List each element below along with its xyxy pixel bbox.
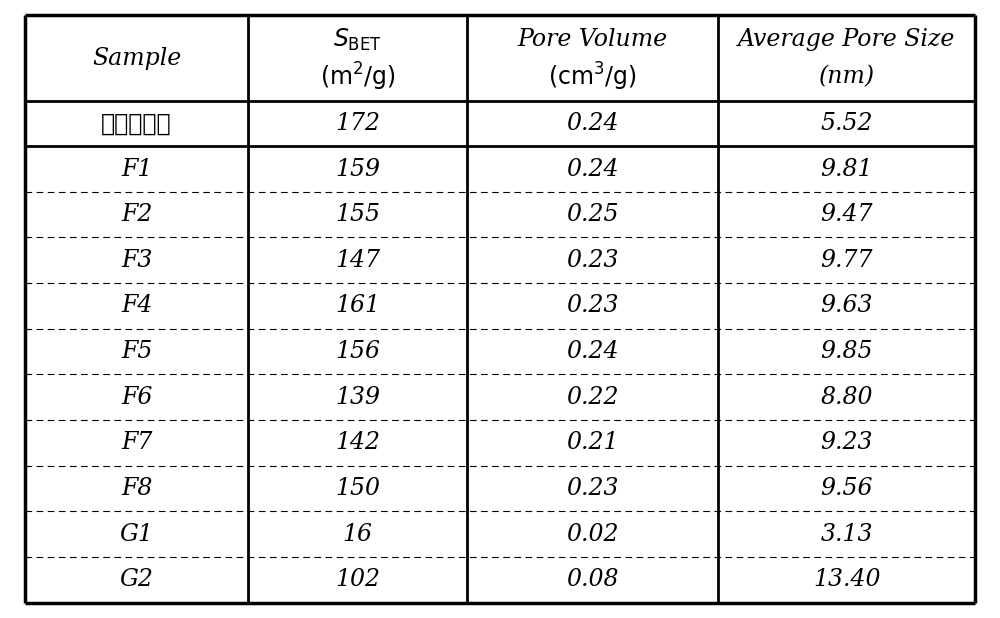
Text: 156: 156 xyxy=(335,340,380,363)
Text: 0.23: 0.23 xyxy=(566,294,619,318)
Text: 9.81: 9.81 xyxy=(820,158,873,180)
Text: 0.24: 0.24 xyxy=(566,112,619,135)
Text: G1: G1 xyxy=(120,523,154,546)
Text: F7: F7 xyxy=(121,431,152,454)
Text: $\mathit{(}\mathrm{m}^{2}\mathit{/}\mathrm{g}\mathit{)}$: $\mathit{(}\mathrm{m}^{2}\mathit{/}\math… xyxy=(320,61,395,93)
Text: 0.24: 0.24 xyxy=(566,158,619,180)
Text: 147: 147 xyxy=(335,249,380,272)
Text: F6: F6 xyxy=(121,386,152,408)
Text: 0.22: 0.22 xyxy=(566,386,619,408)
Text: 9.77: 9.77 xyxy=(820,249,873,272)
Text: 142: 142 xyxy=(335,431,380,454)
Text: 172: 172 xyxy=(335,112,380,135)
Text: 0.02: 0.02 xyxy=(566,523,619,546)
Text: 150: 150 xyxy=(335,477,380,500)
Text: 9.23: 9.23 xyxy=(820,431,873,454)
Text: Pore Volume: Pore Volume xyxy=(518,28,668,51)
Text: F8: F8 xyxy=(121,477,152,500)
Text: 3.13: 3.13 xyxy=(820,523,873,546)
Text: 8.80: 8.80 xyxy=(820,386,873,408)
Text: G2: G2 xyxy=(120,568,154,591)
Text: 0.23: 0.23 xyxy=(566,249,619,272)
Text: Sample: Sample xyxy=(92,46,181,69)
Text: 9.56: 9.56 xyxy=(820,477,873,500)
Text: F2: F2 xyxy=(121,203,152,226)
Text: 0.23: 0.23 xyxy=(566,477,619,500)
Text: 新鲜催化剂: 新鲜催化剂 xyxy=(101,111,172,135)
Text: 9.47: 9.47 xyxy=(820,203,873,226)
Text: $\mathit{S}_{\mathrm{BET}}$: $\mathit{S}_{\mathrm{BET}}$ xyxy=(333,27,382,53)
Text: F3: F3 xyxy=(121,249,152,272)
Text: 155: 155 xyxy=(335,203,380,226)
Text: F1: F1 xyxy=(121,158,152,180)
Text: F4: F4 xyxy=(121,294,152,318)
Text: 9.63: 9.63 xyxy=(820,294,873,318)
Text: 9.85: 9.85 xyxy=(820,340,873,363)
Text: 16: 16 xyxy=(342,523,372,546)
Text: 0.08: 0.08 xyxy=(566,568,619,591)
Text: F5: F5 xyxy=(121,340,152,363)
Text: 0.21: 0.21 xyxy=(566,431,619,454)
Text: 159: 159 xyxy=(335,158,380,180)
Text: 102: 102 xyxy=(335,568,380,591)
Text: (nm): (nm) xyxy=(819,65,875,88)
Text: 161: 161 xyxy=(335,294,380,318)
Text: 0.24: 0.24 xyxy=(566,340,619,363)
Text: 0.25: 0.25 xyxy=(566,203,619,226)
Text: $\mathit{(}\mathrm{cm}^{3}\mathit{/}\mathrm{g}\mathit{)}$: $\mathit{(}\mathrm{cm}^{3}\mathit{/}\mat… xyxy=(548,61,637,93)
Text: 139: 139 xyxy=(335,386,380,408)
Text: 5.52: 5.52 xyxy=(820,112,873,135)
Text: 13.40: 13.40 xyxy=(813,568,880,591)
Text: Average Pore Size: Average Pore Size xyxy=(738,28,955,51)
